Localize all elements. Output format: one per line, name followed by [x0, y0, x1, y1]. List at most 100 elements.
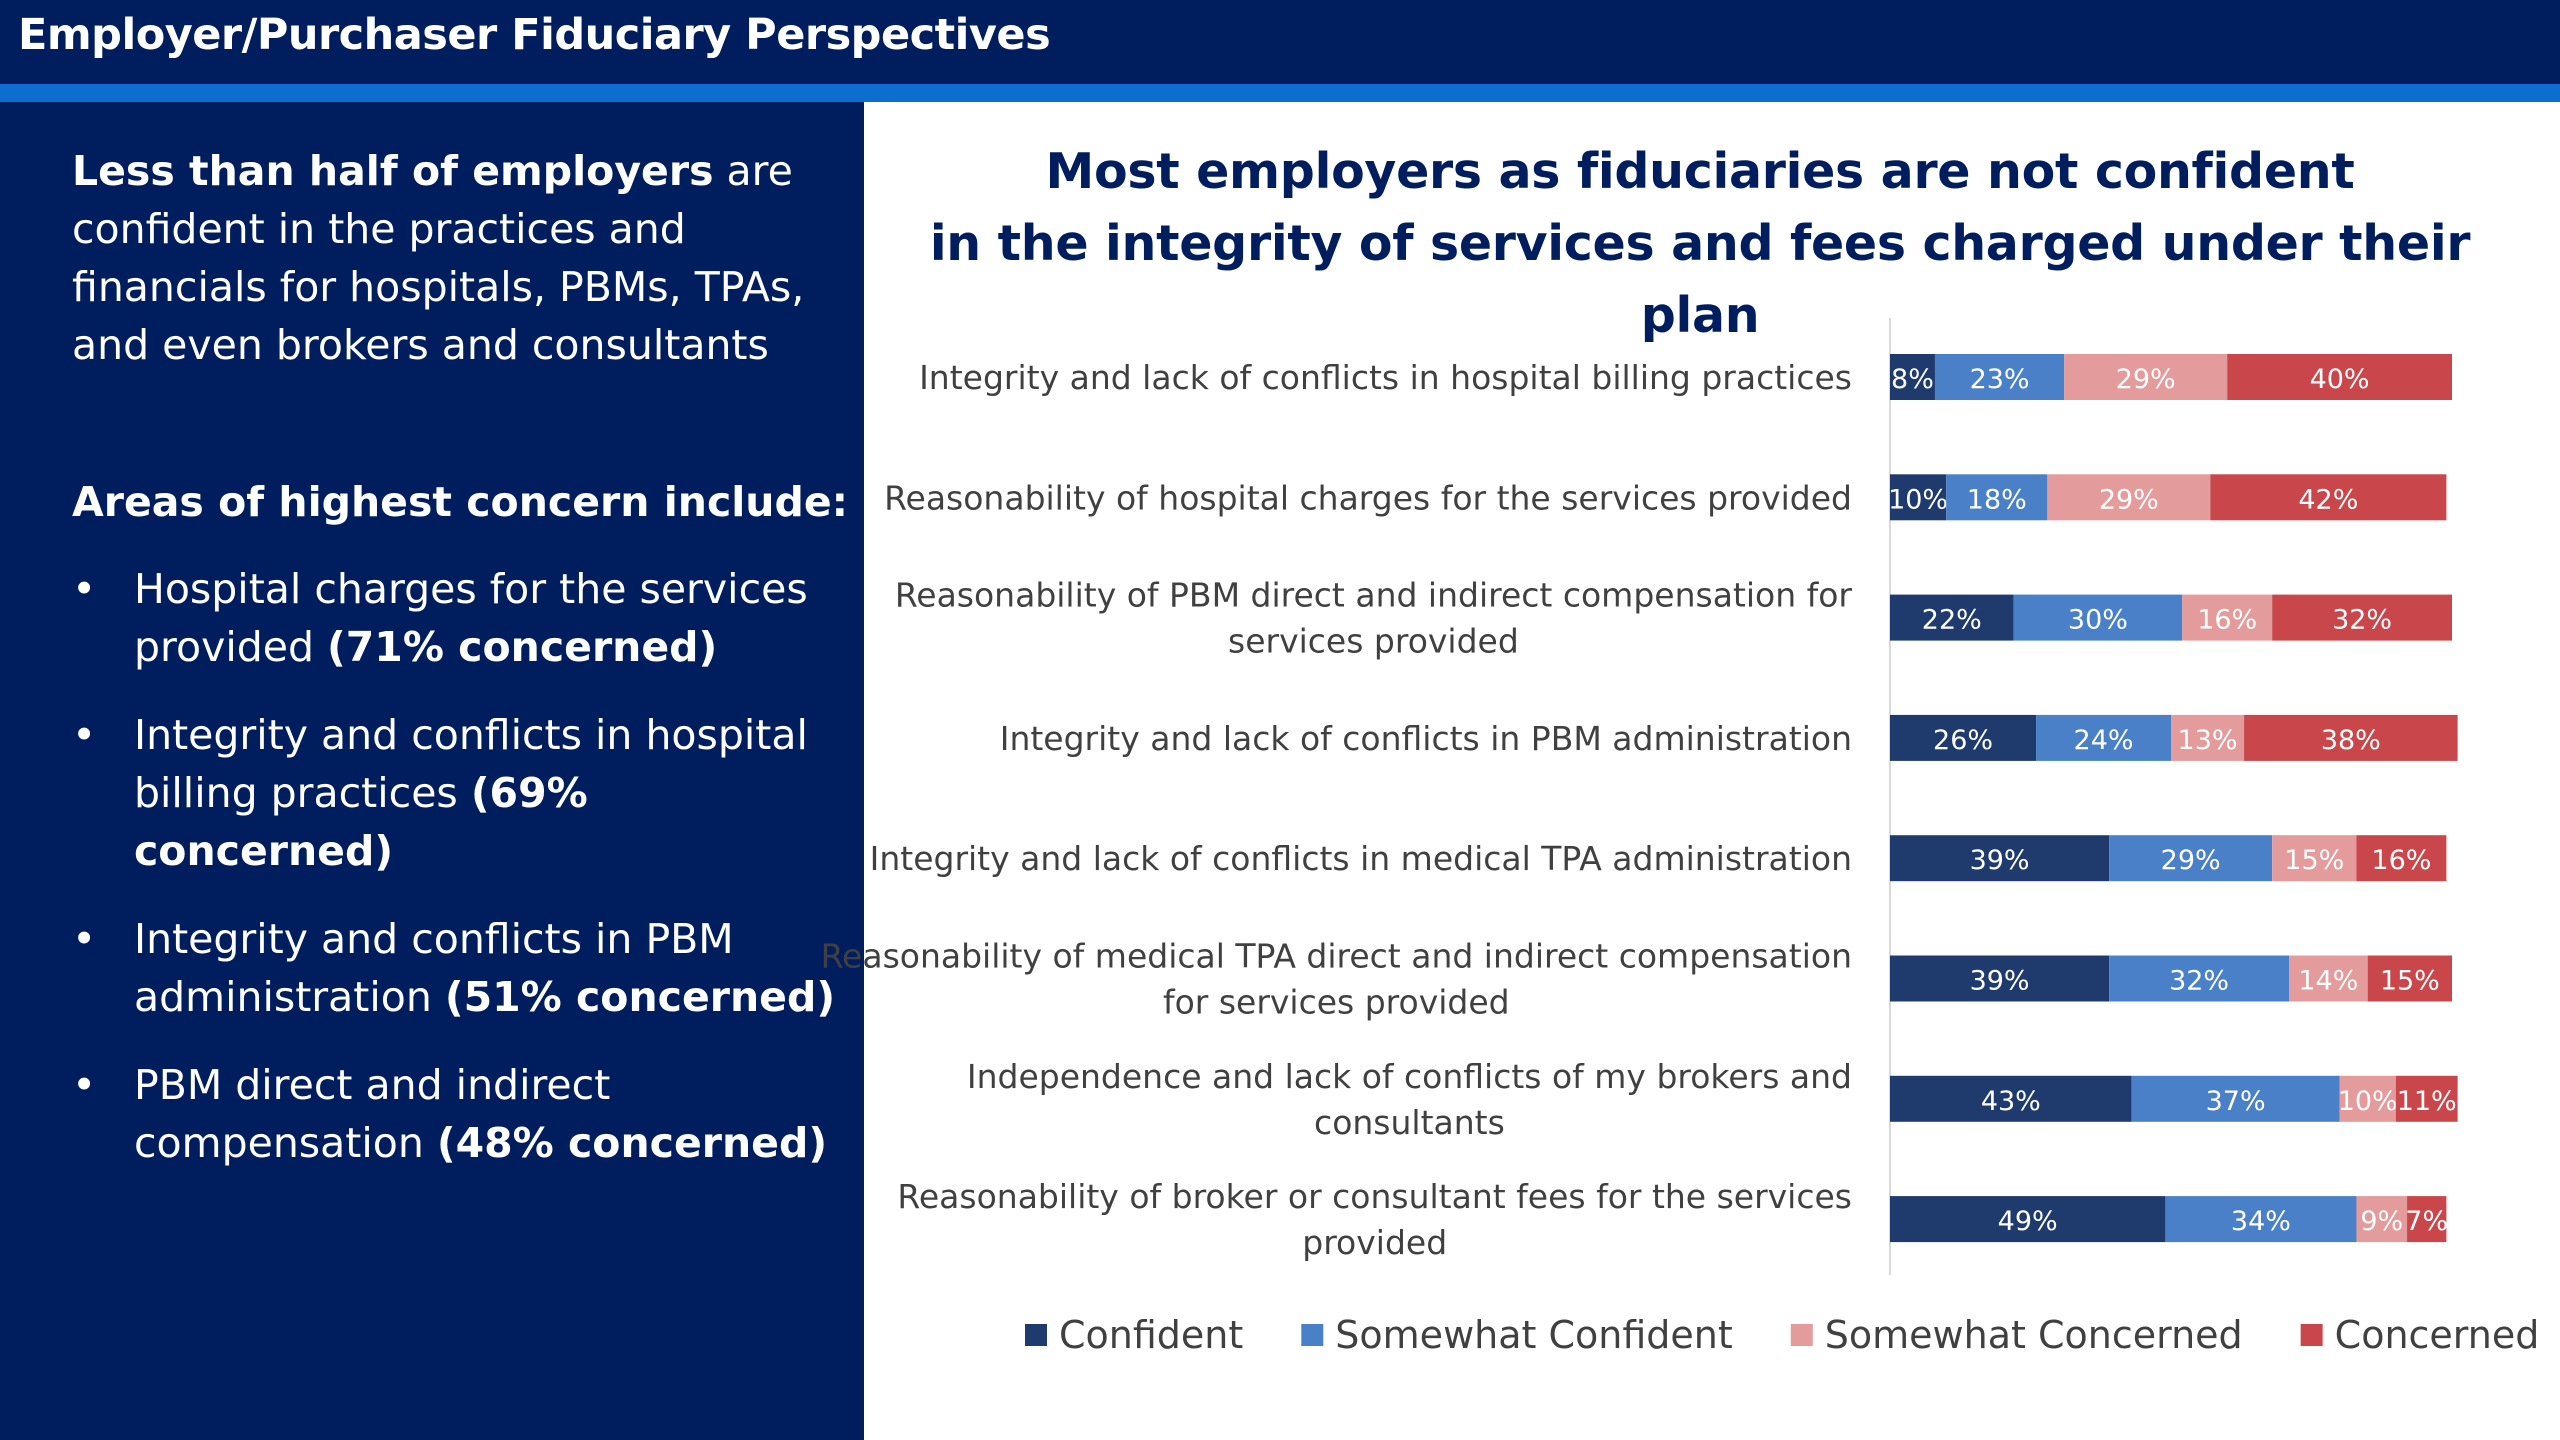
- summary-intro-bold: Less than half of employers: [72, 147, 714, 195]
- concern-item-percent: (48% concerned): [436, 1119, 828, 1167]
- bar-segment: [1890, 474, 1947, 521]
- bullet-dot-icon: •: [72, 1061, 97, 1109]
- bar-data-label: 32%: [2332, 605, 2392, 636]
- category-label: Integrity and lack of conflicts in PBM a…: [1000, 719, 1852, 758]
- bar-segment: [2339, 1075, 2396, 1122]
- bar-data-label: 37%: [2206, 1086, 2266, 1117]
- bar-data-label: 16%: [2197, 605, 2257, 636]
- bar-data-label: 9%: [2360, 1206, 2403, 1237]
- concern-item-percent: (69% concerned): [134, 769, 588, 875]
- header-accent-stripe: [0, 84, 2560, 102]
- bar-segment: [2131, 1075, 2340, 1122]
- bar-data-label: 10%: [2338, 1086, 2398, 1117]
- bar-data-label: 11%: [2397, 1086, 2457, 1117]
- bar-data-label: 23%: [1970, 364, 2030, 395]
- concern-item-text: Integrity and conflicts in hospital bill…: [134, 711, 808, 817]
- chart-title: Most employers as fiduciaries are not co…: [880, 136, 2520, 352]
- category-label: Reasonability of PBM direct and indirect…: [895, 576, 1853, 615]
- summary-panel: [0, 102, 864, 1440]
- bar-data-label: 24%: [2074, 725, 2134, 756]
- category-label: consultants: [1314, 1103, 1505, 1142]
- page-title: Employer/Purchaser Fiduciary Perspective…: [18, 10, 1051, 60]
- legend-label: Somewhat Confident: [1335, 1313, 1732, 1357]
- concern-item-text: Hospital charges for the services provid…: [134, 565, 808, 671]
- concern-item-text: PBM direct and indirect compensation: [134, 1061, 611, 1167]
- concern-item: • Integrity and conflicts in PBM administ…: [72, 910, 842, 1026]
- bar-segment: [1890, 955, 2110, 1002]
- concern-item: • PBM direct and indirect compensation (4…: [72, 1056, 842, 1172]
- bar-data-label: 29%: [2099, 484, 2159, 515]
- bar-data-label: 15%: [2380, 966, 2440, 997]
- concern-heading: Areas of highest concern include:: [72, 478, 849, 526]
- bar-segment: [2182, 594, 2273, 641]
- bar-segment: [2367, 955, 2452, 1002]
- category-label: Integrity and lack of conflicts in hospi…: [919, 358, 1852, 397]
- category-label: for services provided: [1163, 983, 1510, 1022]
- bar-data-label: 8%: [1891, 364, 1934, 395]
- bar-segment: [2171, 714, 2245, 761]
- bar-segment: [1890, 1196, 2166, 1243]
- bar-segment: [1934, 354, 2065, 400]
- bar-data-label: 29%: [2161, 845, 2221, 876]
- bullet-dot-icon: •: [72, 711, 97, 759]
- category-label: Reasonability of hospital charges for th…: [884, 478, 1852, 517]
- header-bar: Employer/Purchaser Fiduciary Perspective…: [0, 0, 2560, 84]
- concern-item-text: Integrity and conflicts in PBM administr…: [134, 915, 734, 1021]
- category-label: Independence and lack of conflicts of my…: [967, 1057, 1852, 1096]
- concern-item: • Integrity and conflicts in hospital bil…: [72, 706, 842, 880]
- bar-data-label: 26%: [1933, 725, 1993, 756]
- concern-item-percent: (71% concerned): [327, 623, 718, 671]
- legend-label: Concerned: [2335, 1313, 2540, 1357]
- bar-segment: [1890, 835, 2110, 882]
- summary-intro: Less than half of employers are confiden…: [72, 142, 812, 374]
- bar-segment: [2272, 835, 2357, 882]
- bar-segment: [1890, 594, 2014, 641]
- bar-data-label: 10%: [1888, 484, 1948, 515]
- bar-data-label: 39%: [1970, 845, 2030, 876]
- bar-data-label: 42%: [2298, 484, 2358, 515]
- bar-segment: [2395, 1075, 2458, 1122]
- bar-data-label: 7%: [2405, 1206, 2448, 1237]
- bar-segment: [2272, 594, 2452, 641]
- bar-segment: [2064, 354, 2228, 400]
- bar-data-label: 30%: [2068, 605, 2128, 636]
- bar-segment: [2289, 955, 2368, 1002]
- bar-data-label: 32%: [2169, 966, 2229, 997]
- bar-data-label: 22%: [1922, 605, 1982, 636]
- legend-label: Somewhat Concerned: [1825, 1313, 2243, 1357]
- bar-data-label: 14%: [2298, 966, 2358, 997]
- bar-data-label: 18%: [1967, 484, 2027, 515]
- bar-data-label: 15%: [2284, 845, 2344, 876]
- concern-item-percent: (51% concerned): [444, 973, 836, 1021]
- bar-segment: [2109, 835, 2273, 882]
- bullet-dot-icon: •: [72, 565, 97, 613]
- legend-swatch: [1790, 1324, 1813, 1346]
- bar-segment: [1890, 354, 1935, 400]
- bar-data-label: 43%: [1981, 1086, 2041, 1117]
- legend-label: Confident: [1059, 1313, 1243, 1357]
- bullet-dot-icon: •: [72, 915, 97, 963]
- chart-title-line-1: Most employers as fiduciaries are not co…: [1045, 143, 2355, 200]
- bar-segment: [2109, 955, 2290, 1002]
- category-label: Integrity and lack of conflicts in medic…: [870, 839, 1852, 878]
- category-label: provided: [1302, 1223, 1447, 1262]
- bar-segment: [2356, 835, 2447, 882]
- category-label: services provided: [1228, 622, 1519, 661]
- legend-swatch: [1301, 1324, 1324, 1346]
- bar-segment: [2036, 714, 2171, 761]
- bar-data-label: 49%: [1998, 1206, 2058, 1237]
- bar-segment: [1890, 714, 2037, 761]
- bar-data-label: 40%: [2310, 364, 2370, 395]
- bar-data-label: 39%: [1970, 966, 2030, 997]
- bar-segment: [2165, 1196, 2357, 1243]
- bar-data-label: 13%: [2178, 725, 2238, 756]
- chart-title-line-2: in the integrity of services and fees ch…: [929, 215, 2471, 344]
- bar-segment: [2356, 1196, 2408, 1243]
- bar-data-label: 38%: [2321, 725, 2381, 756]
- bar-segment: [2407, 1196, 2447, 1243]
- bar-segment: [2244, 714, 2458, 761]
- legend-swatch: [2300, 1324, 2323, 1346]
- bar-data-label: 29%: [2116, 364, 2176, 395]
- summary-intro-rest: are confident in the practices and finan…: [72, 147, 805, 369]
